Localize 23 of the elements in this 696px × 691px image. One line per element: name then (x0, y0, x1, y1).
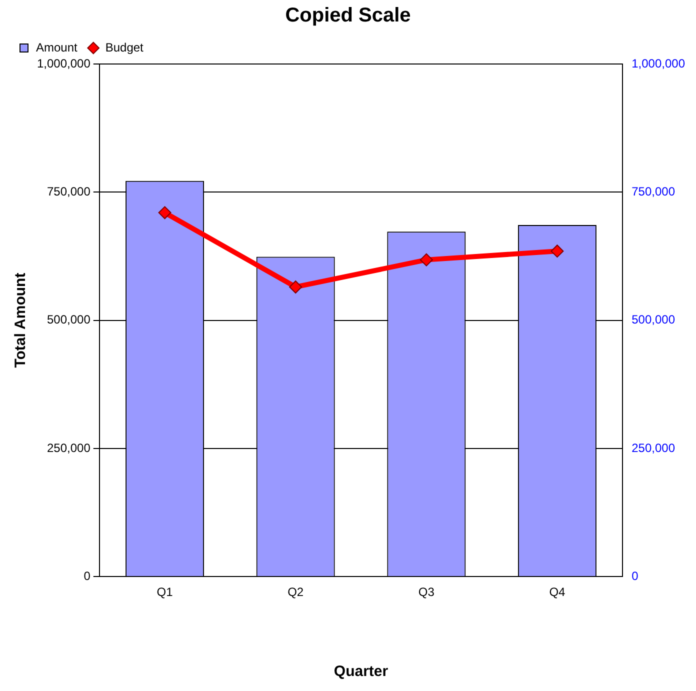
point (420, 253, 433, 266)
point (289, 280, 302, 294)
y2-tick-label: 500,000 (632, 312, 676, 327)
x-axis-title: Quarter (334, 663, 388, 680)
point (550, 244, 564, 258)
x-tick-label: Q3 (418, 585, 435, 600)
y2-tick-label: 0 (632, 568, 639, 583)
y2-tick-label: 250,000 (632, 440, 676, 455)
y-tick-label: 1,000,000 (36, 56, 91, 70)
chart-title: Copied Scale (285, 4, 411, 27)
point (158, 206, 172, 220)
y-tick-label: 0 (84, 568, 91, 583)
y2-tick-label: 1,000,000 (632, 56, 686, 70)
y-tick-label: 250,000 (46, 440, 91, 455)
y-tick-label: 500,000 (46, 312, 91, 327)
x-tick-label: Q2 (288, 585, 304, 600)
x-tick-label: Q1 (156, 585, 174, 600)
y-tick-label: 750,000 (46, 184, 91, 198)
legend-label: Amount (36, 40, 78, 54)
y-axis-title: Total Amount (12, 272, 30, 368)
legend-label: Budget (105, 40, 144, 54)
y2-tick-label: 750,000 (632, 184, 676, 198)
x-tick-label: Q4 (549, 585, 566, 600)
